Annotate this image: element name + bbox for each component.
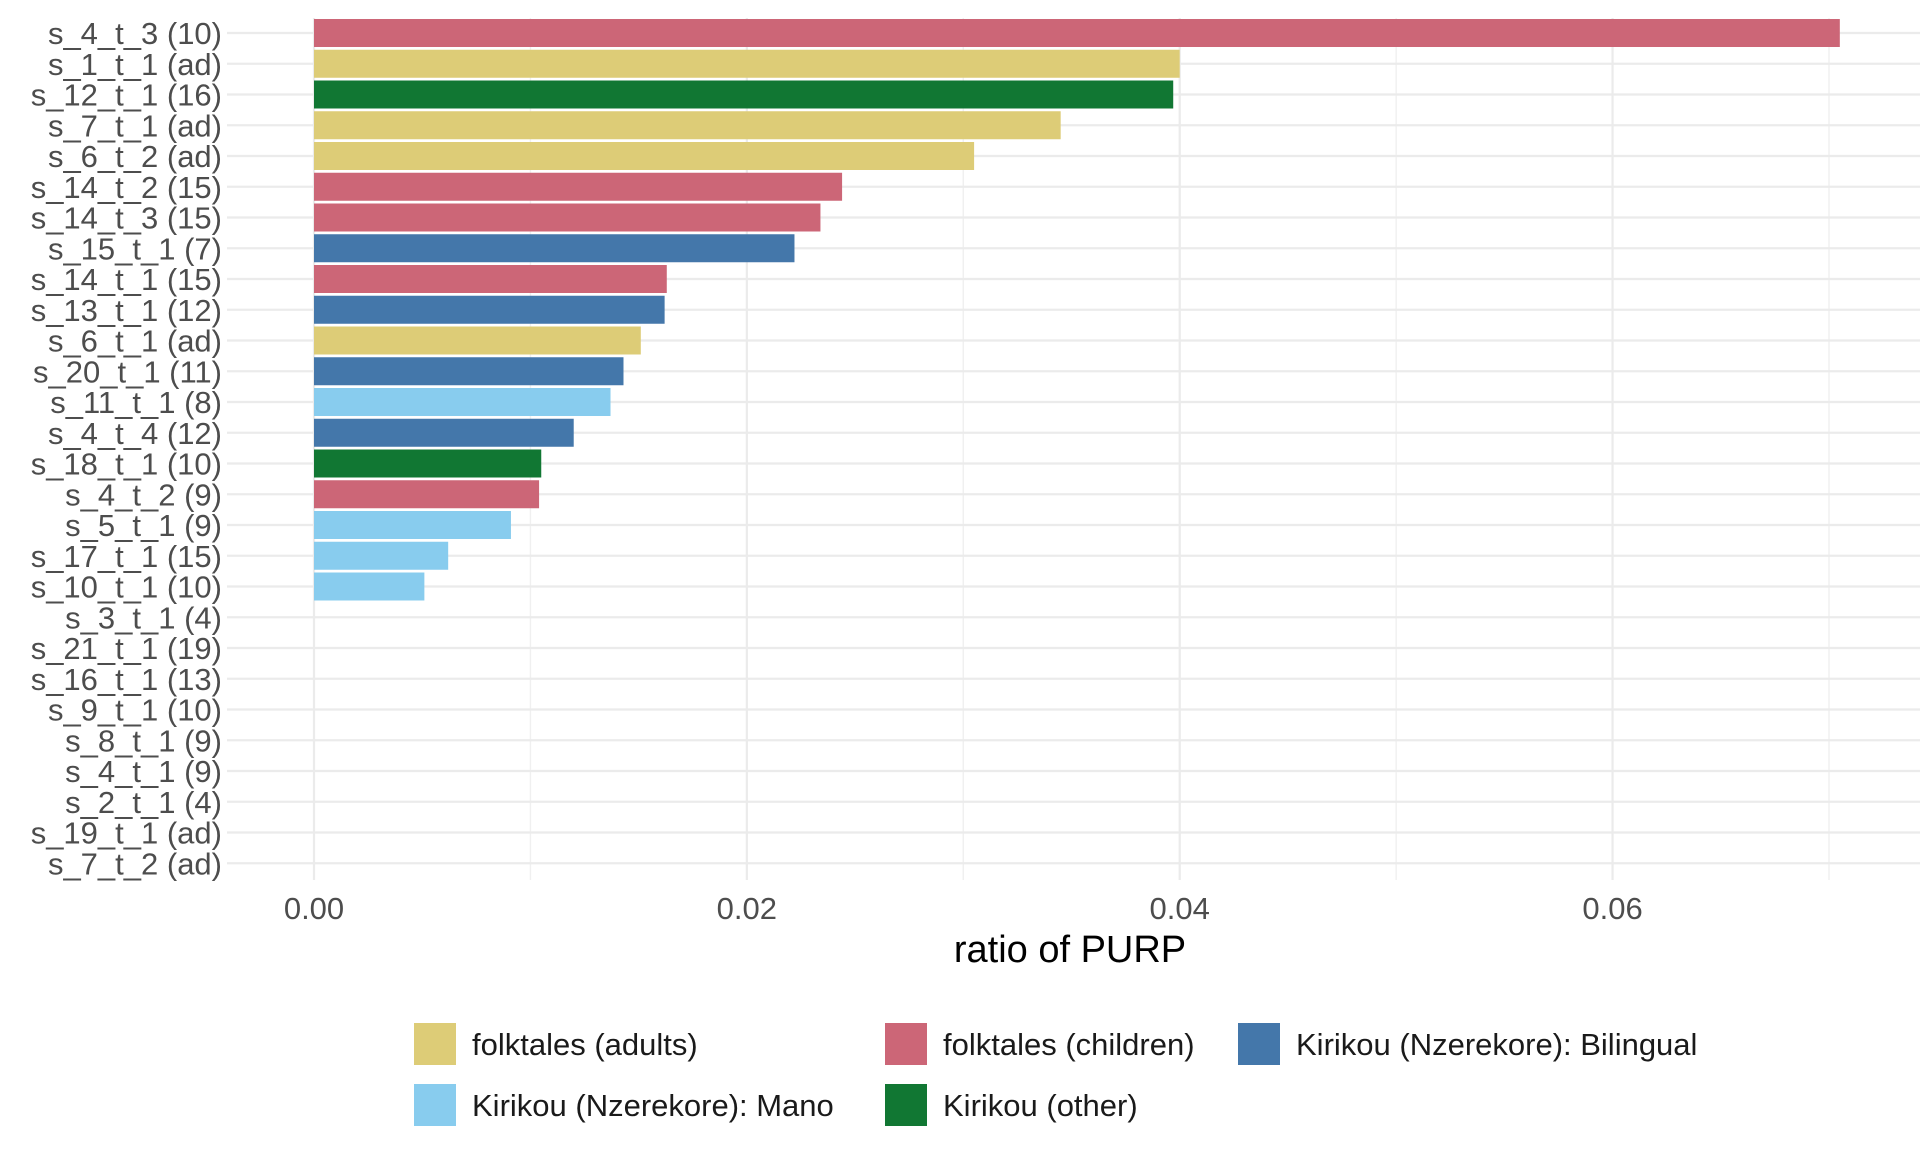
bar	[314, 19, 1840, 47]
bar	[314, 541, 449, 570]
y-tick-label: s_10_t_1 (10)	[31, 570, 222, 605]
bar	[314, 418, 574, 447]
y-tick-label: s_3_t_1 (4)	[65, 600, 222, 635]
legend-swatch	[1238, 1023, 1280, 1065]
y-tick-label: s_9_t_1 (10)	[48, 693, 222, 728]
y-tick-label: s_4_t_4 (12)	[48, 416, 222, 451]
y-axis-labels: s_4_t_3 (10)s_1_t_1 (ad)s_12_t_1 (16)s_7…	[31, 16, 222, 881]
legend-label: Kirikou (Nzerekore): Mano	[472, 1088, 834, 1123]
y-tick-label: s_2_t_1 (4)	[65, 785, 222, 820]
y-tick-label: s_18_t_1 (10)	[31, 447, 222, 482]
y-tick-label: s_21_t_1 (19)	[31, 631, 222, 666]
x-tick-label: 0.06	[1582, 891, 1642, 926]
y-tick-label: s_6_t_2 (ad)	[48, 139, 222, 174]
y-tick-label: s_4_t_3 (10)	[48, 16, 222, 51]
bar	[314, 142, 975, 170]
y-tick-label: s_6_t_1 (ad)	[48, 324, 222, 359]
bar	[314, 511, 511, 539]
bar	[314, 388, 611, 416]
bar	[314, 49, 1180, 78]
x-axis-labels: 0.00 0.02 0.04 0.06	[284, 891, 1643, 926]
x-tick-label: 0.04	[1150, 891, 1210, 926]
bar	[314, 326, 641, 355]
y-tick-label: s_13_t_1 (12)	[31, 293, 222, 328]
legend-swatch	[414, 1023, 456, 1065]
legend-swatch	[885, 1084, 927, 1126]
y-tick-label: s_7_t_2 (ad)	[48, 846, 222, 881]
y-tick-label: s_15_t_1 (7)	[48, 231, 222, 266]
bars	[314, 19, 1840, 601]
y-tick-label: s_11_t_1 (8)	[50, 385, 222, 420]
y-tick-label: s_12_t_1 (16)	[31, 78, 222, 113]
legend-label: folktales (adults)	[472, 1027, 698, 1062]
legend: folktales (adults) folktales (children) Ki…	[414, 1023, 1697, 1126]
legend-swatch	[885, 1023, 927, 1065]
y-tick-label: s_4_t_1 (9)	[65, 754, 222, 789]
bar	[314, 80, 1174, 109]
y-tick-label: s_14_t_2 (15)	[31, 170, 222, 205]
bar	[314, 234, 795, 263]
y-tick-label: s_1_t_1 (ad)	[48, 47, 222, 82]
bar	[314, 449, 542, 478]
y-tick-label: s_14_t_1 (15)	[31, 262, 222, 297]
bar	[314, 357, 624, 386]
x-tick-label: 0.00	[284, 891, 344, 926]
bar	[314, 265, 667, 293]
legend-swatch	[414, 1084, 456, 1126]
legend-label: folktales (children)	[943, 1027, 1195, 1062]
bar	[314, 111, 1061, 140]
bar	[314, 172, 843, 201]
y-tick-label: s_16_t_1 (13)	[31, 662, 222, 697]
y-tick-label: s_20_t_1 (11)	[33, 354, 222, 389]
legend-label: Kirikou (Nzerekore): Bilingual	[1296, 1027, 1697, 1062]
bar	[314, 572, 425, 601]
bar	[314, 203, 821, 232]
y-tick-label: s_19_t_1 (ad)	[31, 816, 222, 851]
x-tick-label: 0.02	[717, 891, 777, 926]
y-tick-label: s_4_t_2 (9)	[65, 477, 222, 512]
x-axis-title: ratio of PURP	[954, 929, 1186, 971]
y-tick-label: s_7_t_1 (ad)	[48, 108, 222, 143]
y-tick-label: s_8_t_1 (9)	[65, 723, 222, 758]
y-tick-label: s_17_t_1 (15)	[31, 539, 222, 574]
y-tick-label: s_14_t_3 (15)	[31, 201, 222, 236]
bar	[314, 480, 540, 509]
y-tick-label: s_5_t_1 (9)	[65, 508, 222, 543]
legend-label: Kirikou (other)	[943, 1088, 1138, 1123]
bar	[314, 295, 665, 324]
